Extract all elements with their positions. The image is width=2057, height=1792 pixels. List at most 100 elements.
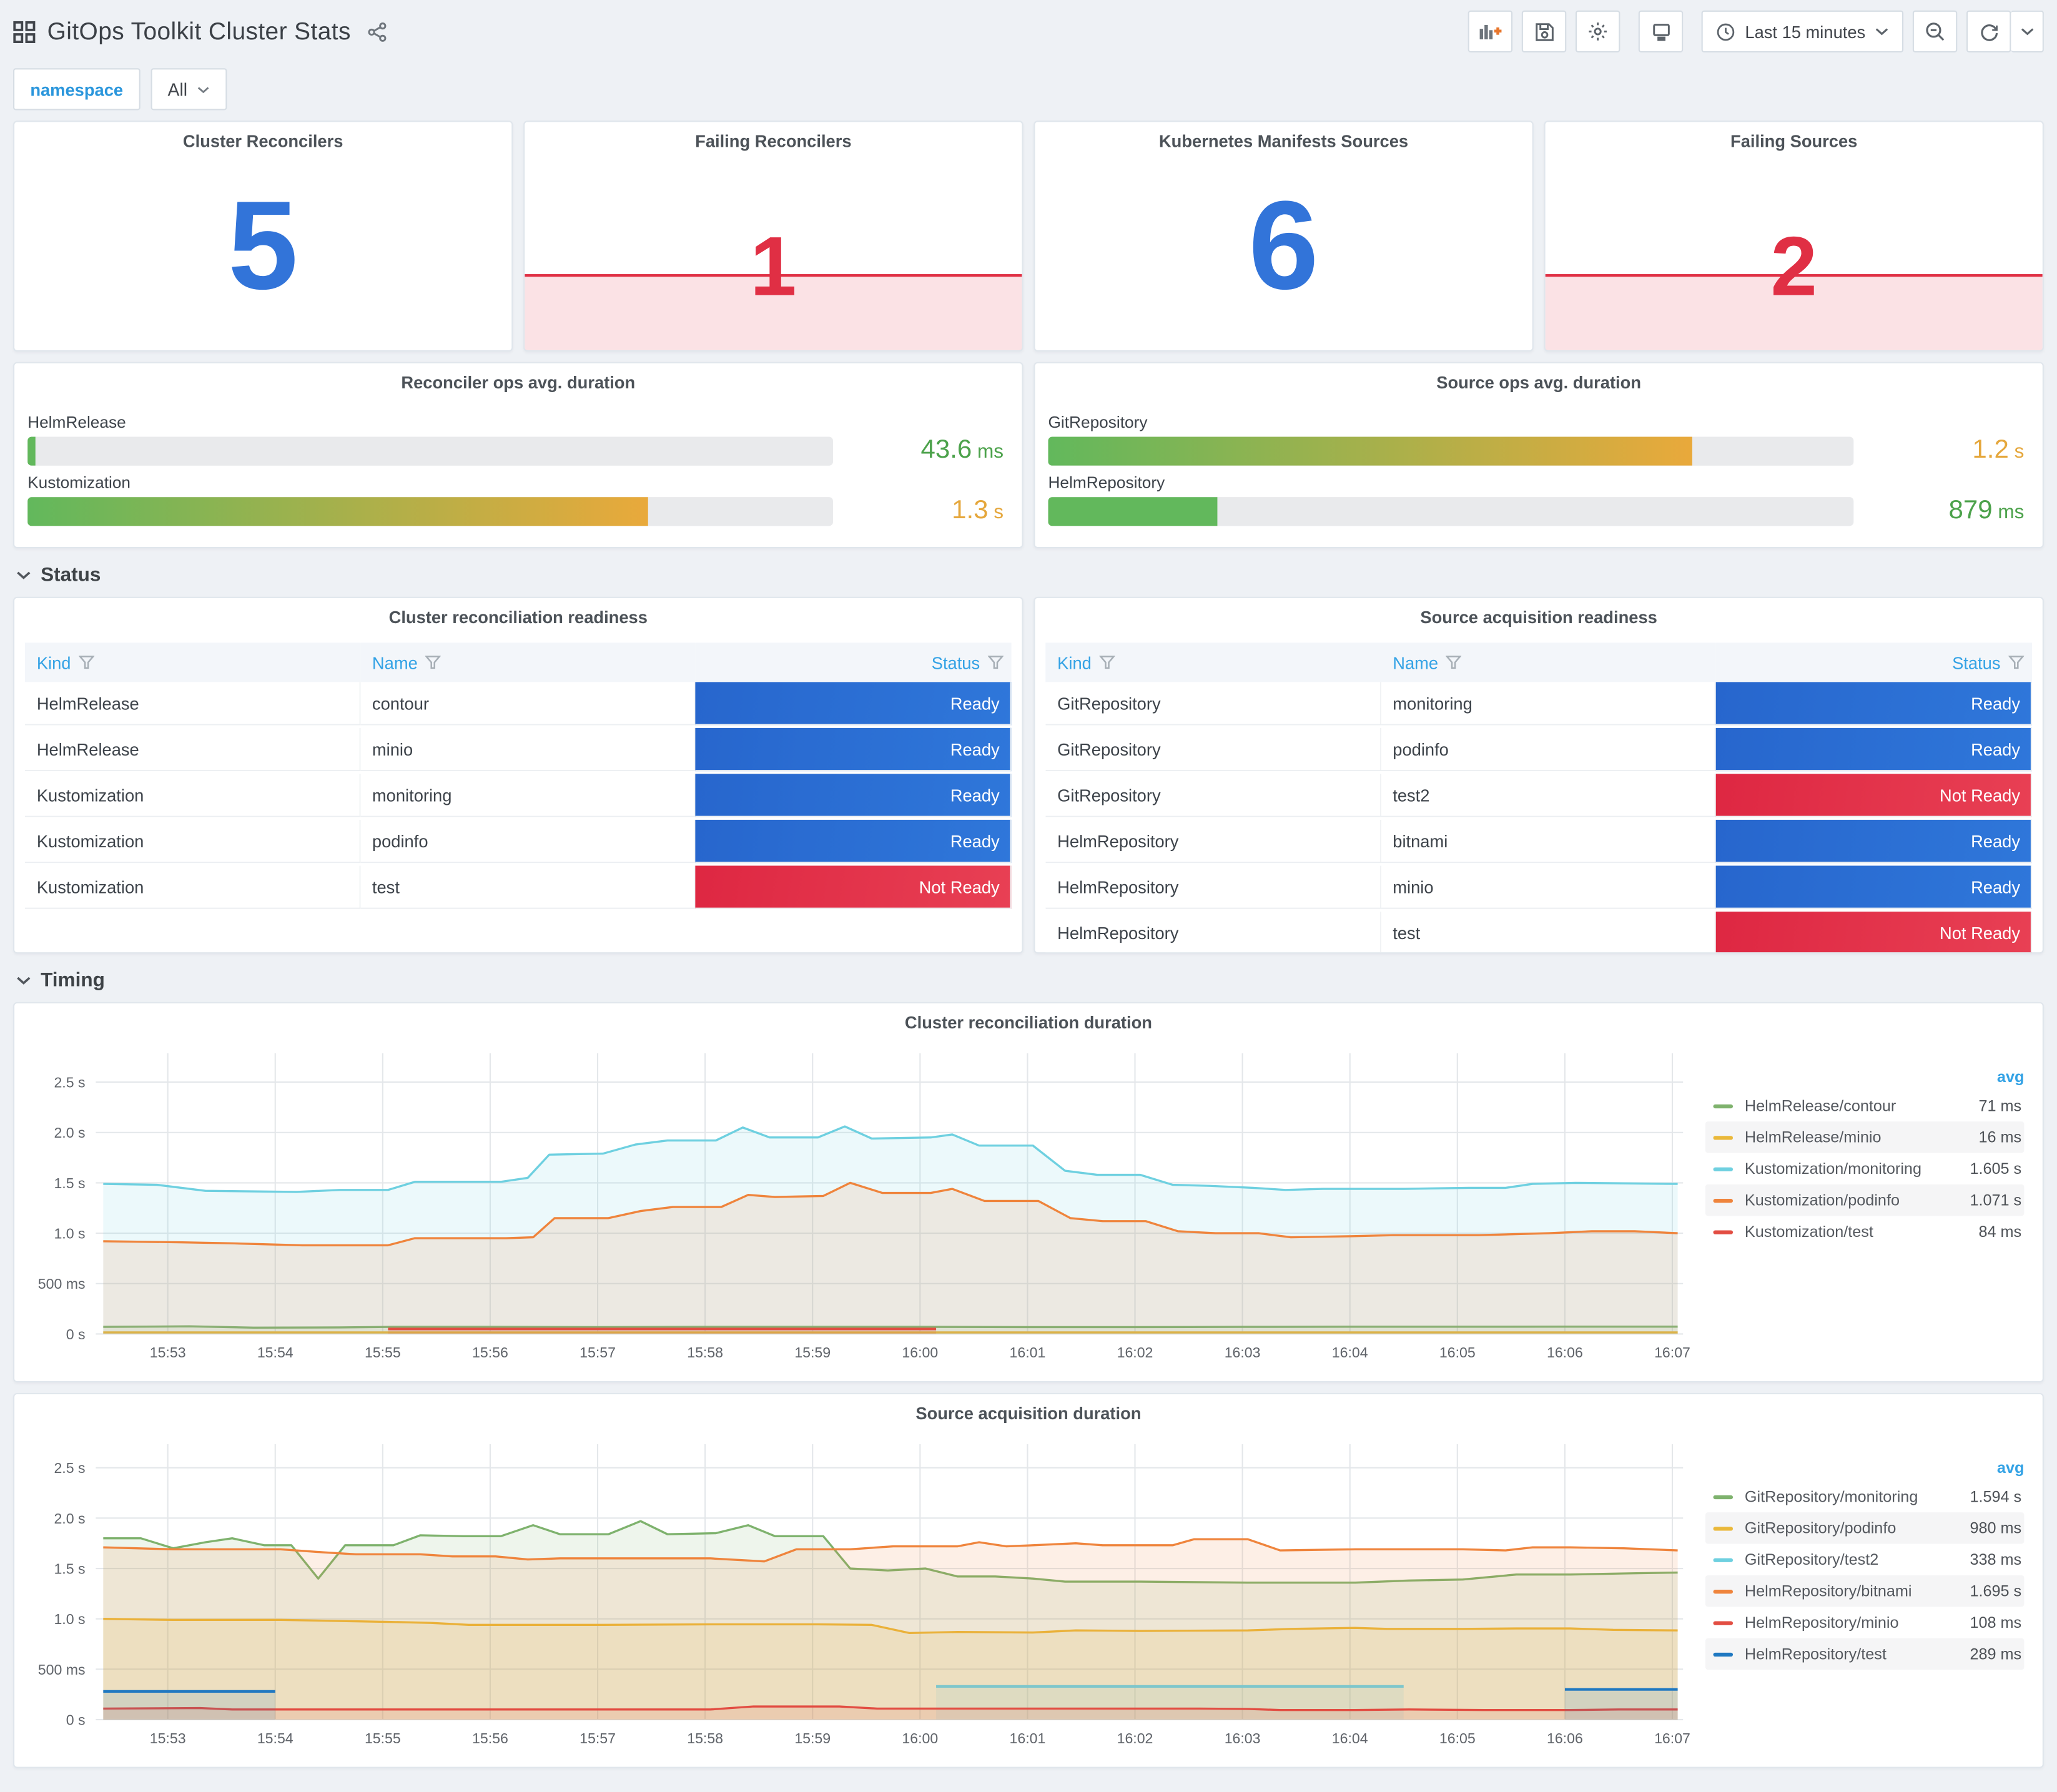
variable-namespace-value-dropdown[interactable]: All: [150, 68, 227, 111]
stat-panel-title[interactable]: Kubernetes Manifests Sources: [1158, 131, 1409, 151]
cell-name: test: [360, 865, 696, 912]
stat-panel-body: 2: [1545, 159, 2043, 350]
dashboard-grid-icon[interactable]: [13, 20, 36, 43]
chart-plot-area[interactable]: 0 s 500 ms 1.0 s 1.5 s 2.0 s 2.5 s 15:53 15:54 1…: [22, 1043, 1705, 1380]
column-header-name[interactable]: Name: [360, 642, 696, 682]
cell-name: monitoring: [1381, 682, 1717, 728]
legend-series-name[interactable]: Kustomization/monitoring: [1744, 1159, 1921, 1178]
time-range-picker[interactable]: Last 15 minutes: [1702, 10, 1904, 53]
svg-text:15:58: 15:58: [687, 1344, 723, 1361]
filter-funnel-icon[interactable]: [2008, 654, 2025, 670]
chart-panel-title[interactable]: Source acquisition duration: [915, 1403, 1142, 1424]
refresh-interval-dropdown[interactable]: [2011, 10, 2044, 53]
legend-item[interactable]: HelmRepository/test 289 ms: [1705, 1638, 2025, 1670]
stat-panel-title[interactable]: Failing Sources: [1730, 131, 1858, 151]
legend-series-avg-value: 108 ms: [1970, 1613, 2022, 1632]
filter-funnel-icon[interactable]: [1099, 654, 1115, 670]
share-icon[interactable]: [368, 21, 388, 42]
legend-series-name[interactable]: HelmRepository/minio: [1744, 1613, 1899, 1632]
gauge-value: 43.6 ms: [833, 435, 1009, 465]
save-dashboard-button[interactable]: [1522, 10, 1567, 53]
svg-text:2.0 s: 2.0 s: [54, 1510, 85, 1527]
legend-item[interactable]: Kustomization/monitoring 1.605 s: [1705, 1153, 2024, 1184]
legend-series-name[interactable]: HelmRelease/minio: [1744, 1128, 1882, 1147]
chart-plot-area[interactable]: 0 s 500 ms 1.0 s 1.5 s 2.0 s 2.5 s 15:53 15:54 1…: [22, 1434, 1705, 1765]
svg-text:2.5 s: 2.5 s: [54, 1074, 85, 1090]
legend-series-name[interactable]: Kustomization/test: [1744, 1222, 1873, 1241]
legend-item[interactable]: HelmRepository/minio 108 ms: [1705, 1607, 2024, 1638]
cell-status: Ready: [1716, 727, 2032, 774]
settings-gear-icon[interactable]: [1576, 10, 1620, 53]
section-timing[interactable]: Timing: [16, 969, 2044, 992]
gauge-label: HelmRepository: [1048, 473, 1165, 492]
column-header-kind[interactable]: Kind: [24, 642, 361, 682]
column-header-status[interactable]: Status: [696, 642, 1012, 682]
gauge-panel-title[interactable]: Reconciler ops avg. duration: [401, 372, 636, 393]
legend-series-avg-value: 1.594 s: [1970, 1487, 2022, 1506]
legend-avg-column-header[interactable]: avg: [1996, 1067, 2025, 1086]
legend-series-name[interactable]: HelmRepository/bitnami: [1744, 1582, 1912, 1600]
legend-item[interactable]: Kustomization/podinfo 1.071 s: [1705, 1184, 2025, 1216]
svg-text:16:05: 16:05: [1439, 1730, 1476, 1746]
column-header-label: Name: [1393, 652, 1439, 672]
cycle-view-tv-icon[interactable]: [1639, 10, 1684, 53]
gauge-value: 1.2 s: [1853, 435, 2029, 465]
timeseries-svg[interactable]: 0 s 500 ms 1.0 s 1.5 s 2.0 s 2.5 s 15:53 15:54 1…: [22, 1434, 1702, 1759]
legend-series-swatch: [1713, 1198, 1734, 1203]
table-panel-title[interactable]: Cluster reconciliation readiness: [388, 607, 648, 628]
chart-panel-title[interactable]: Cluster reconciliation duration: [904, 1012, 1152, 1033]
column-header-status[interactable]: Status: [1716, 642, 2032, 682]
legend-series-name[interactable]: GitRepository/podinfo: [1744, 1519, 1897, 1538]
chart-body: 0 s 500 ms 1.0 s 1.5 s 2.0 s 2.5 s 15:53 15:54 1…: [14, 1040, 2043, 1380]
zoom-out-button[interactable]: [1912, 10, 1958, 53]
cell-name: podinfo: [360, 819, 696, 866]
section-status[interactable]: Status: [16, 564, 2044, 586]
svg-text:15:53: 15:53: [150, 1730, 186, 1746]
legend-item[interactable]: Kustomization/test 84 ms: [1705, 1216, 2024, 1247]
filter-funnel-icon[interactable]: [1446, 654, 1462, 670]
svg-text:16:06: 16:06: [1547, 1344, 1583, 1361]
legend-series-name[interactable]: GitRepository/test2: [1744, 1550, 1879, 1569]
legend-series-name[interactable]: HelmRelease/contour: [1744, 1096, 1897, 1115]
stat-panel-title[interactable]: Cluster Reconcilers: [182, 131, 343, 151]
legend-item[interactable]: HelmRelease/minio 16 ms: [1705, 1121, 2025, 1153]
stat-panel-body: 5: [14, 159, 511, 350]
cell-kind: GitRepository: [1045, 774, 1381, 820]
refresh-button[interactable]: [1966, 10, 2011, 53]
variable-namespace-label[interactable]: namespace: [13, 68, 141, 111]
cell-status: Ready: [696, 682, 1012, 728]
timeseries-svg[interactable]: 0 s 500 ms 1.0 s 1.5 s 2.0 s 2.5 s 15:53 15:54 1…: [22, 1043, 1702, 1373]
legend-avg-column-header[interactable]: avg: [1996, 1458, 2025, 1477]
column-header-kind[interactable]: Kind: [1045, 642, 1381, 682]
table-panel-title[interactable]: Source acquisition readiness: [1420, 607, 1657, 628]
legend-series-swatch: [1713, 1652, 1734, 1657]
filter-funnel-icon[interactable]: [987, 654, 1004, 670]
legend-item[interactable]: GitRepository/monitoring 1.594 s: [1705, 1481, 2024, 1512]
filter-funnel-icon[interactable]: [425, 654, 441, 670]
legend-series-name[interactable]: GitRepository/monitoring: [1744, 1487, 1918, 1506]
cell-name: contour: [360, 682, 696, 728]
legend-series-avg-value: 71 ms: [1978, 1096, 2022, 1115]
svg-text:0 s: 0 s: [66, 1711, 86, 1728]
gauge-panels-row: Reconciler ops avg. duration HelmRelease 4…: [13, 362, 2044, 549]
table-row: GitRepository podinfo Ready: [1045, 727, 2032, 774]
gauge-panel-title[interactable]: Source ops avg. duration: [1436, 372, 1642, 393]
table-header-row: Kind Name Status: [1045, 642, 2032, 682]
legend-series-name[interactable]: Kustomization/podinfo: [1744, 1191, 1900, 1209]
gauge-fill: [1048, 436, 1693, 465]
gauge-line: 1.2 s: [1048, 435, 2029, 465]
gauge-value-number: 1.2: [1972, 435, 2009, 465]
filter-funnel-icon[interactable]: [79, 654, 95, 670]
legend-series-avg-value: 1.695 s: [1970, 1582, 2022, 1600]
add-panel-button[interactable]: [1468, 10, 1513, 53]
legend-item[interactable]: HelmRepository/bitnami 1.695 s: [1705, 1575, 2025, 1607]
legend-item[interactable]: GitRepository/podinfo 980 ms: [1705, 1512, 2025, 1544]
legend-series-name[interactable]: HelmRepository/test: [1744, 1645, 1887, 1663]
column-header-name[interactable]: Name: [1381, 642, 1717, 682]
stat-panel-title[interactable]: Failing Reconcilers: [695, 131, 852, 151]
legend-item[interactable]: HelmRelease/contour 71 ms: [1705, 1090, 2024, 1121]
cell-kind: HelmRelease: [24, 727, 361, 774]
cell-status: Ready: [1716, 865, 2032, 912]
legend-item[interactable]: GitRepository/test2 338 ms: [1705, 1544, 2024, 1575]
